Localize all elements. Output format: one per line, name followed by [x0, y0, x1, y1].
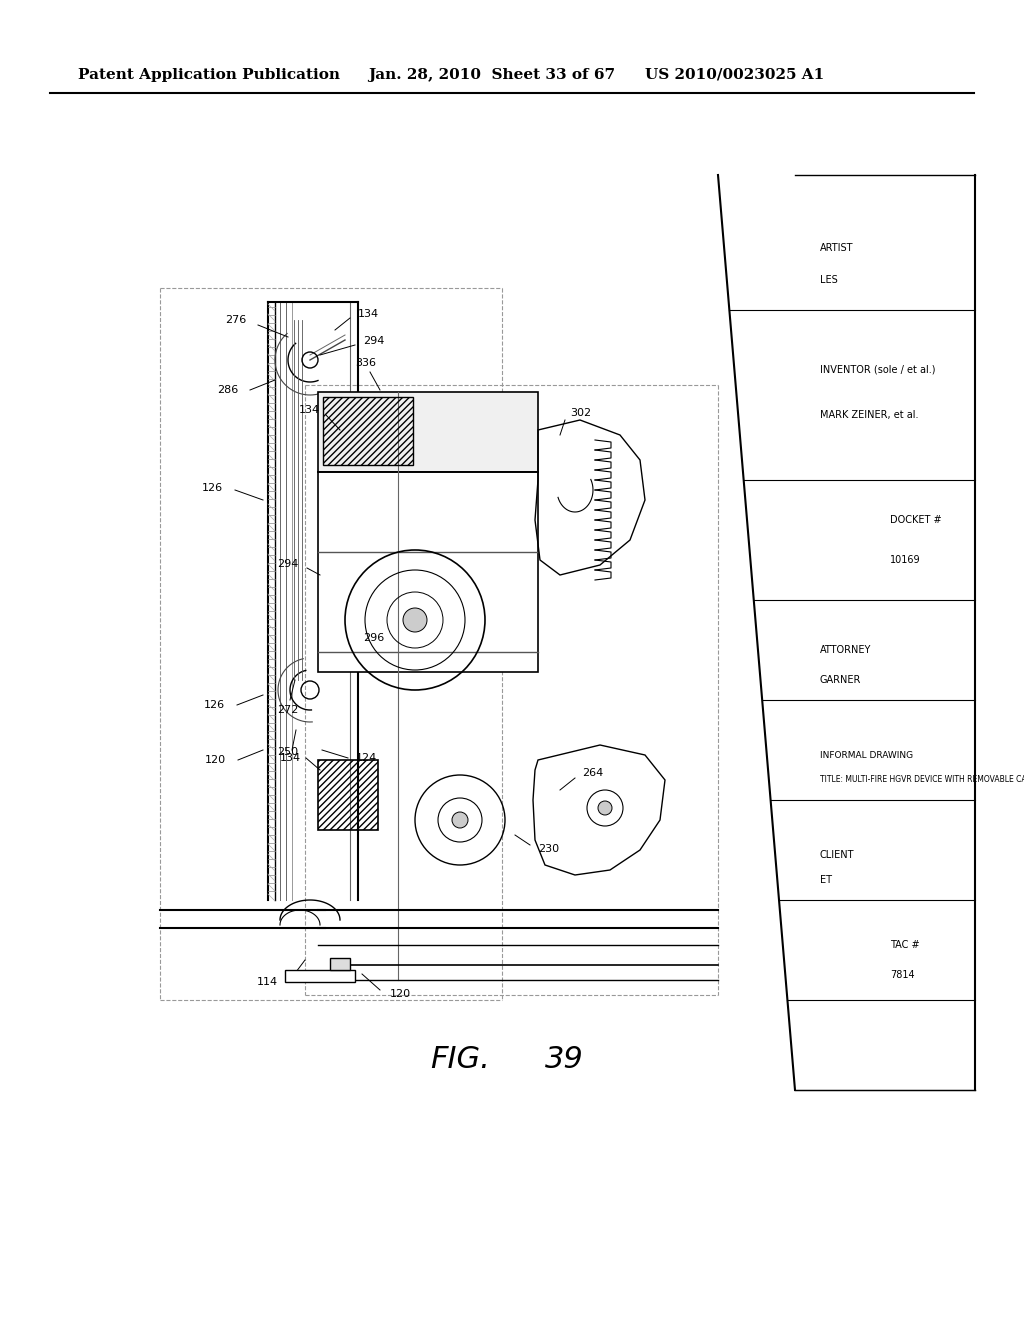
Text: 126: 126 [202, 483, 223, 492]
Text: 272: 272 [278, 705, 299, 715]
Circle shape [403, 609, 427, 632]
Text: GARNER: GARNER [820, 675, 861, 685]
Circle shape [452, 812, 468, 828]
Text: 126: 126 [204, 700, 225, 710]
Bar [285, 970, 355, 982]
Text: DOCKET #: DOCKET # [890, 515, 942, 525]
Text: CLIENT: CLIENT [820, 850, 854, 861]
Text: ARTIST: ARTIST [820, 243, 853, 253]
Text: MARK ZEINER, et al.: MARK ZEINER, et al. [820, 411, 919, 420]
Text: 134: 134 [280, 752, 301, 763]
Text: Jan. 28, 2010  Sheet 33 of 67: Jan. 28, 2010 Sheet 33 of 67 [368, 69, 615, 82]
Text: 7814: 7814 [890, 970, 914, 979]
Text: TITLE: MULTI-FIRE HGVR DEVICE WITH REMOVABLE CARTRIDGE: TITLE: MULTI-FIRE HGVR DEVICE WITH REMOV… [820, 776, 1024, 784]
Text: 286: 286 [217, 385, 238, 395]
Text: 39: 39 [545, 1045, 584, 1074]
Bar [318, 760, 378, 830]
Text: 250: 250 [276, 747, 298, 756]
Bar [318, 473, 538, 672]
Text: ATTORNEY: ATTORNEY [820, 645, 871, 655]
Text: LES: LES [820, 275, 838, 285]
Bar [323, 397, 413, 465]
Text: 120: 120 [390, 989, 411, 999]
Circle shape [598, 801, 612, 814]
Text: Patent Application Publication: Patent Application Publication [78, 69, 340, 82]
Text: US 2010/0023025 A1: US 2010/0023025 A1 [645, 69, 824, 82]
Bar [330, 958, 350, 970]
Text: 124: 124 [356, 752, 377, 763]
Text: 134: 134 [299, 405, 319, 414]
Text: 296: 296 [362, 634, 384, 643]
Text: 294: 294 [362, 337, 384, 346]
Text: 276: 276 [224, 315, 246, 325]
Text: 114: 114 [257, 977, 278, 987]
Text: TAC #: TAC # [890, 940, 920, 950]
Text: FIG.: FIG. [430, 1045, 490, 1074]
Text: 336: 336 [355, 358, 377, 368]
Text: INFORMAL DRAWING: INFORMAL DRAWING [820, 751, 913, 759]
Bar [318, 392, 538, 473]
Text: ET: ET [820, 875, 831, 884]
Text: 302: 302 [570, 408, 591, 418]
Text: 134: 134 [358, 309, 379, 319]
Text: INVENTOR (sole / et al.): INVENTOR (sole / et al.) [820, 366, 936, 375]
Text: 120: 120 [205, 755, 226, 766]
Text: 294: 294 [278, 558, 299, 569]
Text: 10169: 10169 [890, 554, 921, 565]
Text: 264: 264 [582, 768, 603, 777]
Text: 230: 230 [538, 843, 559, 854]
